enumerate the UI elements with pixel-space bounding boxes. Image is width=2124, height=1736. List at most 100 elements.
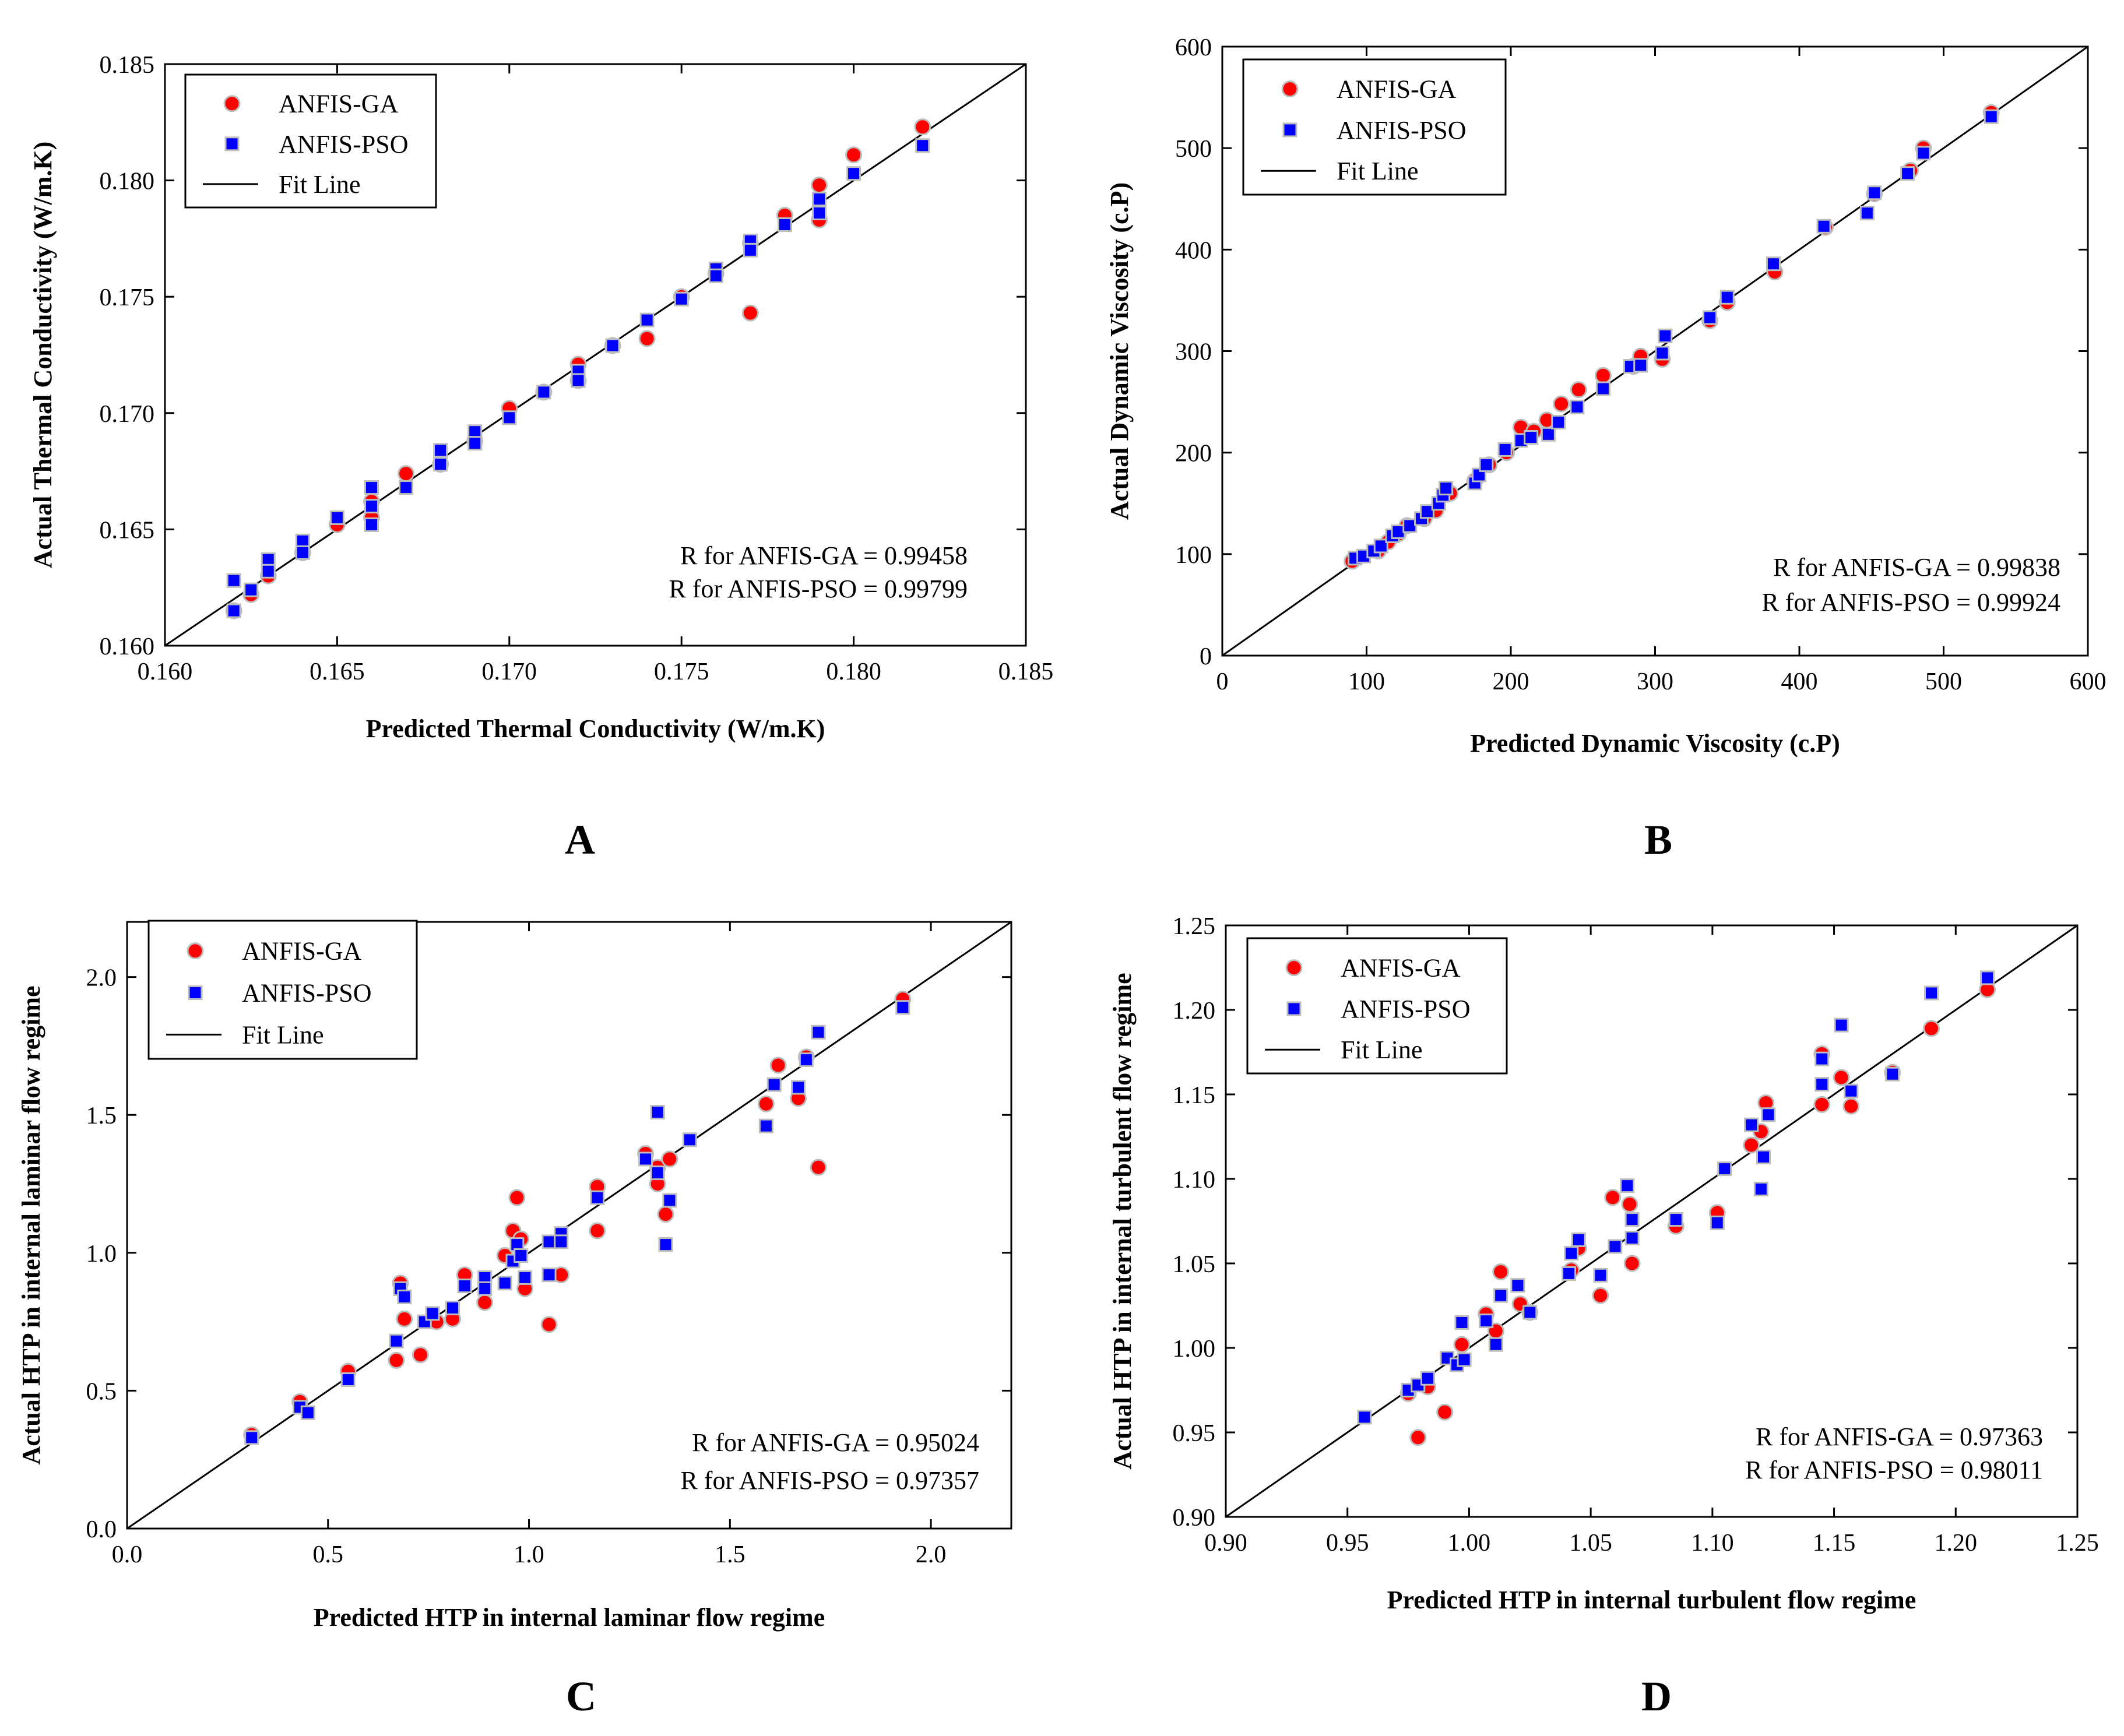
y-tick-label: 1.5 [86,1103,117,1129]
pso-point [1744,1117,1759,1132]
pso-point [502,410,517,425]
x-tick-label: 0.170 [482,659,537,685]
pso-point [1488,1337,1503,1352]
ga-point [1592,1287,1609,1304]
plot-frame-a [164,63,1027,647]
pso-point [541,1267,557,1283]
y-tick-label: 1.20 [1173,998,1216,1024]
pso-point [571,373,586,388]
pso-point [1524,430,1539,445]
pso-point [1867,185,1882,200]
pso-point [590,1190,605,1205]
x-tick-label: 1.15 [1813,1530,1856,1557]
pso-point [1570,399,1585,414]
pso-point [389,1333,404,1348]
pso-point [1541,427,1556,442]
y-axis-label: Actual Dynamic Viscosity (c.P) [1105,182,1134,520]
ga-point [388,1351,405,1369]
pso-point [915,138,930,153]
pso-point [1984,109,1999,124]
chart-panel-d: 0.90 0.95 1.00 1.05 1.10 1.15 1.20 1.25 0.90 0.95… [1108,913,2099,1720]
ga-point [1594,367,1612,384]
x-axis-label: Predicted HTP in internal turbulent flow… [1387,1586,1916,1614]
series-anfis-pso [226,138,930,618]
pso-point [811,1024,826,1040]
pso-point [1816,219,1831,234]
x-tick-label: 1.05 [1569,1530,1612,1557]
x-tick-label: 0 [1216,668,1229,695]
plot-frame-c [126,921,1012,1530]
pso-point [1562,1266,1577,1281]
x-tick-label: 0.160 [138,659,193,685]
pso-point [467,436,483,451]
ga-point [1743,1136,1760,1154]
chart-panel-b: 0 100 200 300 400 500 600 0 100 200 300 400 500 600 Pr… [1105,34,2107,863]
pso-point [1479,457,1494,473]
legend-label: Fit Line [1341,1036,1423,1064]
pso-point [1439,481,1454,496]
y-tick-label: 0.175 [100,284,155,311]
x-tick-label: 1.25 [2056,1530,2099,1557]
pso-point [1766,256,1781,272]
x-axis-label: Predicted Thermal Conductivity (W/m.K) [366,714,825,743]
r-annotation: R for ANFIS-GA = 0.99458 [680,541,968,570]
legend-label: ANFIS-PSO [242,979,372,1008]
pso-point [674,291,689,307]
pso-point [1717,1161,1732,1177]
y-axis-label: Actual HTP in internal laminar flow regi… [17,985,45,1464]
pso-point [1357,1410,1372,1425]
x-tick-label: 600 [2070,668,2107,695]
pso-point [1658,328,1673,343]
legend-label: ANFIS-PSO [1337,116,1467,145]
x-tick-label: 0.175 [654,659,709,685]
pso-point [1703,310,1718,325]
pso-point [777,217,792,232]
pso-point [638,1152,653,1167]
panel-letter: C [566,1673,596,1720]
pso-point [812,192,827,207]
panels: 0.160 0.165 0.170 0.175 0.180 0.185 0.160 0.165… [17,34,2107,1720]
ga-point [1453,1336,1471,1353]
legend-ga-marker [1285,959,1303,977]
pso-point [1493,1288,1508,1303]
x-tick-label: 1.00 [1448,1530,1491,1557]
pso-point [1419,504,1434,519]
pso-point [1620,1178,1635,1193]
ga-point [396,1310,413,1327]
pso-point [1479,1314,1494,1329]
pso-point [1510,1278,1525,1293]
pso-point [457,1279,472,1294]
pso-point [791,1080,806,1095]
pso-point [1814,1077,1830,1092]
legend-label: ANFIS-GA [1337,75,1457,104]
pso-point [662,1193,677,1208]
legend-label: ANFIS-GA [242,937,362,966]
pso-point [895,1000,910,1015]
y-tick-label: 1.15 [1173,1082,1216,1109]
y-tick-label: 0.165 [100,517,155,544]
ga-point [1553,395,1570,413]
y-tick-label: 1.0 [86,1241,117,1267]
pso-point [1834,1017,1849,1033]
pso-point [244,1430,259,1445]
ga-point [398,465,415,483]
pso-point [1710,1215,1725,1230]
legend-label: ANFIS-GA [1341,954,1461,983]
legend-pso-marker [1286,1001,1302,1016]
x-tick-label: 1.5 [715,1541,745,1568]
pso-point [1859,206,1875,221]
pso-point [497,1276,512,1291]
pso-point [1756,1149,1771,1164]
chart-panel-c: 0.0 0.5 1.0 1.5 2.0 0.0 0.5 1.0 1.5 2.0 Predicted … [17,920,1012,1720]
pso-point [300,1405,315,1420]
pso-point [1497,442,1513,457]
pso-point [1900,166,1915,181]
x-tick-label: 300 [1637,668,1673,695]
y-tick-label: 0 [1200,643,1212,670]
legend-label: Fit Line [279,170,361,199]
pso-point [364,480,379,495]
y-axis-label: Actual Thermal Conductivity (W/m.K) [29,142,57,569]
legend-ga-marker [187,942,204,960]
pso-point [1420,1371,1435,1386]
